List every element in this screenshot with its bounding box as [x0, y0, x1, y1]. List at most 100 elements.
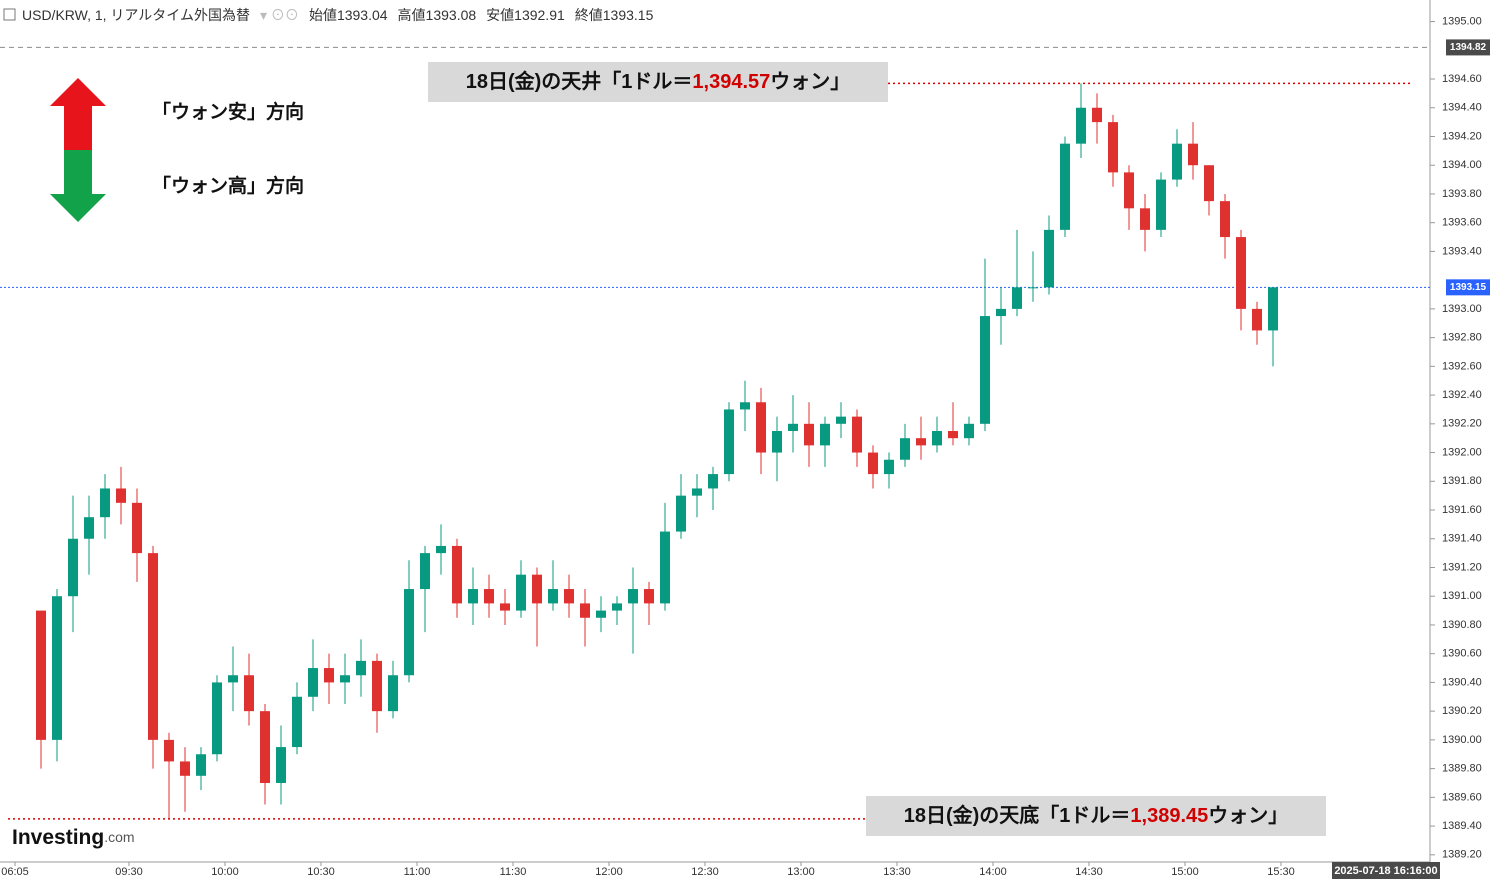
y-tick-label: 1393.80 [1442, 188, 1482, 200]
candle-body [1060, 143, 1070, 230]
ohlc-value: 1392.91 [514, 7, 565, 23]
x-tick-label: 11:30 [500, 866, 527, 878]
candle-body [532, 574, 542, 604]
y-tick-label: 1392.00 [1442, 446, 1482, 458]
candle-body [596, 610, 606, 618]
candle-body [964, 423, 974, 439]
y-tick-label: 1394.20 [1442, 130, 1482, 142]
candle-body [468, 589, 478, 604]
candle-body [500, 603, 510, 611]
candle-body [196, 754, 206, 776]
ohlc-label: 始値 [309, 7, 337, 23]
candle-body [996, 308, 1006, 317]
candle-body [660, 531, 670, 604]
candle-body [756, 402, 766, 453]
y-tick-label: 1392.60 [1442, 360, 1482, 372]
candle-body [164, 739, 174, 762]
y-tick-label: 1390.40 [1442, 676, 1482, 688]
y-tick-label: 1395.00 [1442, 15, 1482, 27]
candle-body [580, 603, 590, 618]
candle-body [100, 488, 110, 518]
y-tick-label: 1394.60 [1442, 73, 1482, 85]
candle-body [244, 675, 254, 712]
candle-body [692, 488, 702, 496]
candle-body [180, 761, 190, 776]
price-tag-label: 1394.82 [1450, 42, 1487, 53]
candle-body [1156, 179, 1166, 230]
candle-body [788, 423, 798, 431]
x-tick-label: 11:00 [404, 866, 431, 878]
candle-body [1092, 107, 1102, 123]
candle-body [132, 502, 142, 554]
candle-body [868, 452, 878, 475]
x-tick-label: 15:30 [1267, 866, 1295, 878]
annotation: 18日(金)の天底「1ドル＝1,389.45ウォン」 [904, 803, 1289, 827]
candle-body [820, 423, 830, 446]
ohlc-value: 1393.04 [337, 7, 388, 23]
annotation-prefix: 18日(金)の天井「1ドル＝ [466, 69, 693, 93]
price-tag [1446, 39, 1490, 56]
y-tick-label: 1390.20 [1442, 705, 1482, 717]
ohlc-value: 1393.15 [603, 7, 654, 23]
y-tick-label: 1389.80 [1442, 763, 1482, 775]
date-tag [1332, 862, 1440, 879]
candle-body [340, 675, 350, 683]
annotation-value: 1,394.57 [692, 71, 770, 93]
candle-body [1012, 287, 1022, 309]
y-tick-label: 1391.00 [1442, 590, 1482, 602]
header: USD/KRW, 1, リアルタイム外国為替 ▾ ⊙⊙ 始値1393.04 高値139… [22, 7, 654, 23]
y-tick-label: 1391.20 [1442, 561, 1482, 573]
brand-name: Investing [12, 826, 104, 849]
candle-body [980, 316, 990, 424]
candle-body [324, 668, 334, 683]
candle-body [884, 459, 894, 475]
ohlc-label: 終値 [575, 7, 603, 23]
candle-body [1108, 122, 1118, 173]
x-tick-label: 09:30 [115, 866, 143, 878]
y-tick-label: 1392.40 [1442, 389, 1482, 401]
candle-body [356, 660, 366, 676]
y-tick-label: 1389.40 [1442, 820, 1482, 832]
candle-body [836, 416, 846, 424]
y-tick-label: 1394.40 [1442, 102, 1482, 114]
y-tick-label: 1392.20 [1442, 418, 1482, 430]
candle-body [420, 553, 430, 590]
candle-body [852, 416, 862, 453]
y-tick-label: 1390.00 [1442, 734, 1482, 746]
candle-body [900, 438, 910, 460]
candle-body [388, 675, 398, 712]
candle-body [52, 596, 62, 740]
collapse-icon[interactable] [3, 8, 16, 21]
candle-body [1028, 287, 1038, 289]
ohlc-label: 高値 [398, 7, 426, 23]
y-tick-label: 1389.20 [1442, 849, 1482, 861]
candle-body [948, 431, 958, 439]
candle-body [740, 402, 750, 410]
y-tick-label: 1393.60 [1442, 217, 1482, 229]
x-tick-label: 12:00 [595, 866, 623, 878]
candle-body [1140, 208, 1150, 230]
candle-body [228, 675, 238, 683]
brand-suffix: .com [104, 829, 134, 845]
date-label: 2025-07-18 16:16:00 [1334, 865, 1437, 877]
candle-body [1268, 287, 1278, 331]
x-tick-label: 13:30 [883, 866, 911, 878]
candle-body [932, 431, 942, 446]
header-spacer: ▾ ⊙⊙ [260, 7, 299, 23]
y-tick-label: 1389.60 [1442, 791, 1482, 803]
brand: Investing.com [12, 826, 135, 849]
legend-note: 「ウォン高」方向 [152, 174, 304, 197]
candle-body [1204, 165, 1214, 202]
y-tick-label: 1391.80 [1442, 475, 1482, 487]
candle-body [676, 495, 686, 532]
candle-body [628, 589, 638, 604]
candle-body [436, 545, 446, 554]
y-tick-label: 1393.00 [1442, 303, 1482, 315]
down-arrow [50, 150, 106, 222]
x-tick-label: 15:00 [1171, 866, 1199, 878]
annotation-box [866, 796, 1326, 836]
candle-body [644, 589, 654, 604]
x-tick-label: 06:05 [1, 866, 29, 878]
